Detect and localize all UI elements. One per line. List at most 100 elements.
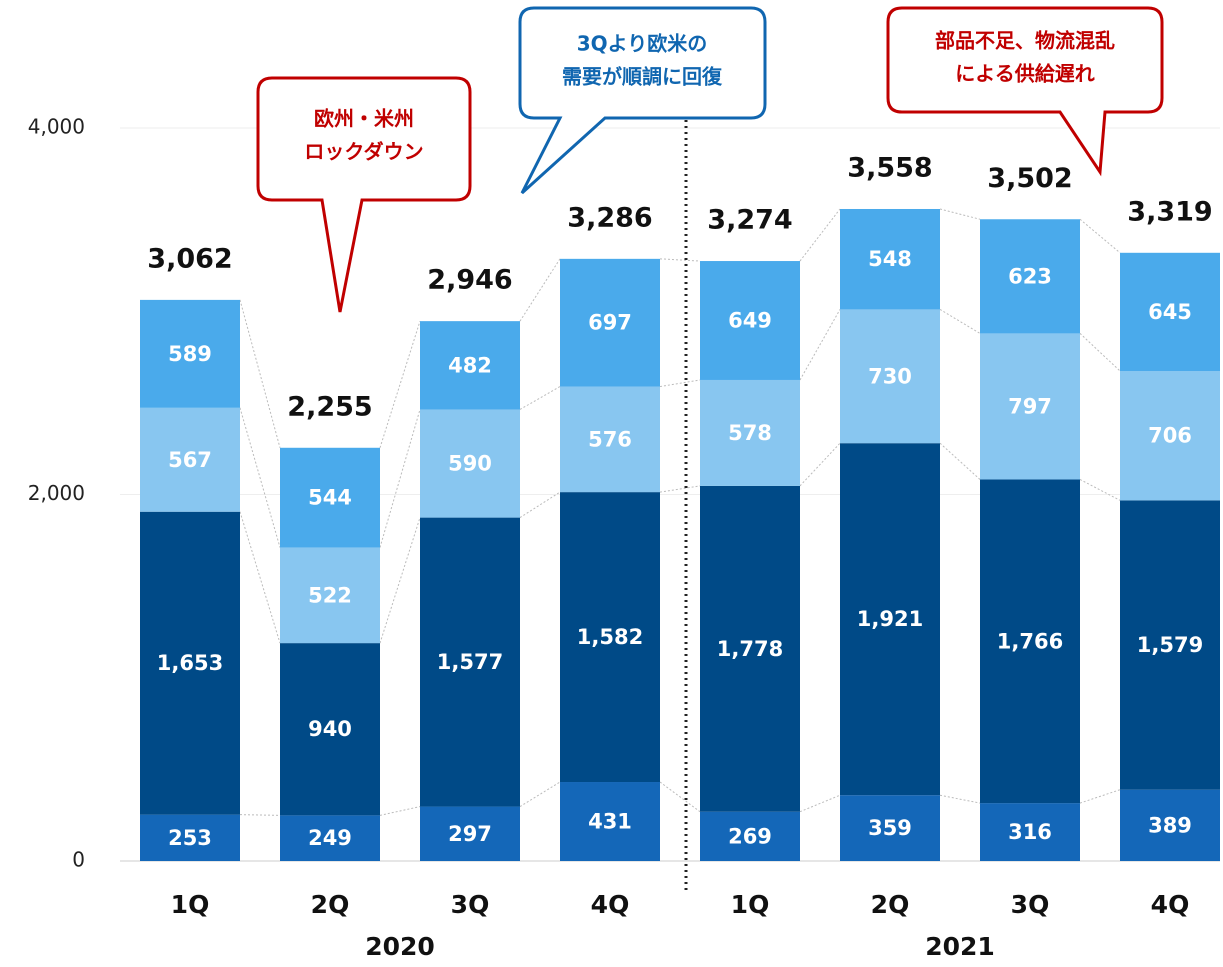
value-label: 548 (868, 247, 912, 271)
total-label: 3,286 (567, 202, 652, 233)
connector (1079, 218, 1121, 254)
connector (379, 806, 421, 816)
callout-text: 部品不足、物流混乱 (935, 29, 1115, 53)
bar-segment (700, 261, 800, 380)
bar-segment (1120, 500, 1220, 790)
value-label: 522 (308, 583, 352, 607)
value-label: 431 (588, 810, 632, 834)
value-label: 1,921 (857, 607, 923, 631)
connector (659, 485, 701, 493)
bar-segment (280, 643, 380, 816)
bar-segment (840, 208, 940, 310)
value-label: 482 (448, 353, 492, 377)
bar-segment (280, 547, 380, 644)
connector (1079, 333, 1121, 372)
value-label: 730 (868, 364, 912, 388)
bar-segment (1120, 370, 1220, 501)
value-label: 567 (168, 448, 212, 472)
y-tick-label: 4,000 (28, 115, 85, 139)
connector (799, 309, 841, 381)
total-label: 3,062 (147, 243, 232, 274)
value-label: 590 (448, 452, 492, 476)
value-label: 576 (588, 427, 632, 451)
connector (519, 491, 561, 519)
bar-segment (420, 321, 520, 410)
total-label: 3,558 (847, 152, 932, 183)
bar-segment (980, 479, 1080, 804)
bar-segment (840, 443, 940, 796)
x-tick-label: 4Q (591, 890, 630, 919)
connector (659, 379, 701, 388)
connector (659, 258, 701, 262)
callout (256, 76, 472, 313)
bar-segment (420, 409, 520, 518)
callout-text: による供給遅れ (955, 62, 1094, 86)
bar-segment (980, 803, 1080, 861)
connector (519, 258, 561, 322)
connector (239, 407, 281, 548)
connector (519, 386, 561, 410)
bar-segment (560, 492, 660, 783)
value-label: 359 (868, 816, 912, 840)
total-label: 3,274 (707, 205, 792, 236)
value-label: 623 (1008, 264, 1052, 288)
value-label: 544 (308, 486, 352, 510)
connector (239, 511, 281, 644)
connector (519, 781, 561, 808)
bar-segment (140, 814, 240, 861)
value-label: 269 (728, 824, 772, 848)
value-label: 297 (448, 822, 492, 846)
value-label: 706 (1148, 424, 1192, 448)
value-label: 1,766 (997, 629, 1063, 653)
callout-text: 欧州・米州 (314, 107, 414, 131)
x-tick-label: 3Q (1011, 890, 1050, 919)
value-label: 249 (308, 826, 352, 850)
connector (379, 517, 421, 644)
x-tick-label: 1Q (731, 890, 770, 919)
bar-segment (700, 485, 800, 812)
bar-segment (560, 782, 660, 861)
value-label: 589 (168, 342, 212, 366)
value-label: 1,653 (157, 651, 223, 675)
y-tick-label: 2,000 (28, 481, 85, 505)
connector (799, 794, 841, 813)
connector (379, 320, 421, 448)
connector (939, 208, 981, 220)
connector (379, 409, 421, 548)
bar-segment (840, 309, 940, 444)
value-label: 797 (1008, 394, 1052, 418)
connector (239, 814, 281, 816)
bar-segment (140, 299, 240, 408)
connector (939, 442, 981, 480)
value-label: 578 (728, 421, 772, 445)
callout-text: ロックダウン (304, 140, 423, 164)
bar-segment (560, 258, 660, 387)
connector (1079, 479, 1121, 501)
connector (1079, 789, 1121, 804)
bar-segment (700, 811, 800, 861)
value-label: 316 (1008, 820, 1052, 844)
group-label: 2020 (365, 932, 435, 961)
value-label: 1,577 (437, 650, 503, 674)
x-tick-label: 2Q (871, 890, 910, 919)
bar-segment (280, 447, 380, 548)
bar-segment (1120, 789, 1220, 861)
bar-segment (140, 407, 240, 512)
x-tick-label: 2Q (311, 890, 350, 919)
value-label: 1,778 (717, 637, 783, 661)
value-label: 697 (588, 311, 632, 335)
callout (886, 6, 1164, 177)
callout-text: 3Qより欧米の (577, 32, 708, 56)
connector (939, 794, 981, 804)
value-label: 1,579 (1137, 633, 1203, 657)
value-label: 1,582 (577, 625, 643, 649)
connector (659, 781, 701, 813)
value-label: 645 (1148, 300, 1192, 324)
value-label: 253 (168, 826, 212, 850)
value-label: 649 (728, 309, 772, 333)
bar-segment (560, 386, 660, 493)
value-label: 940 (308, 717, 352, 741)
y-tick-label: 0 (72, 848, 85, 872)
group-label: 2021 (925, 932, 995, 961)
